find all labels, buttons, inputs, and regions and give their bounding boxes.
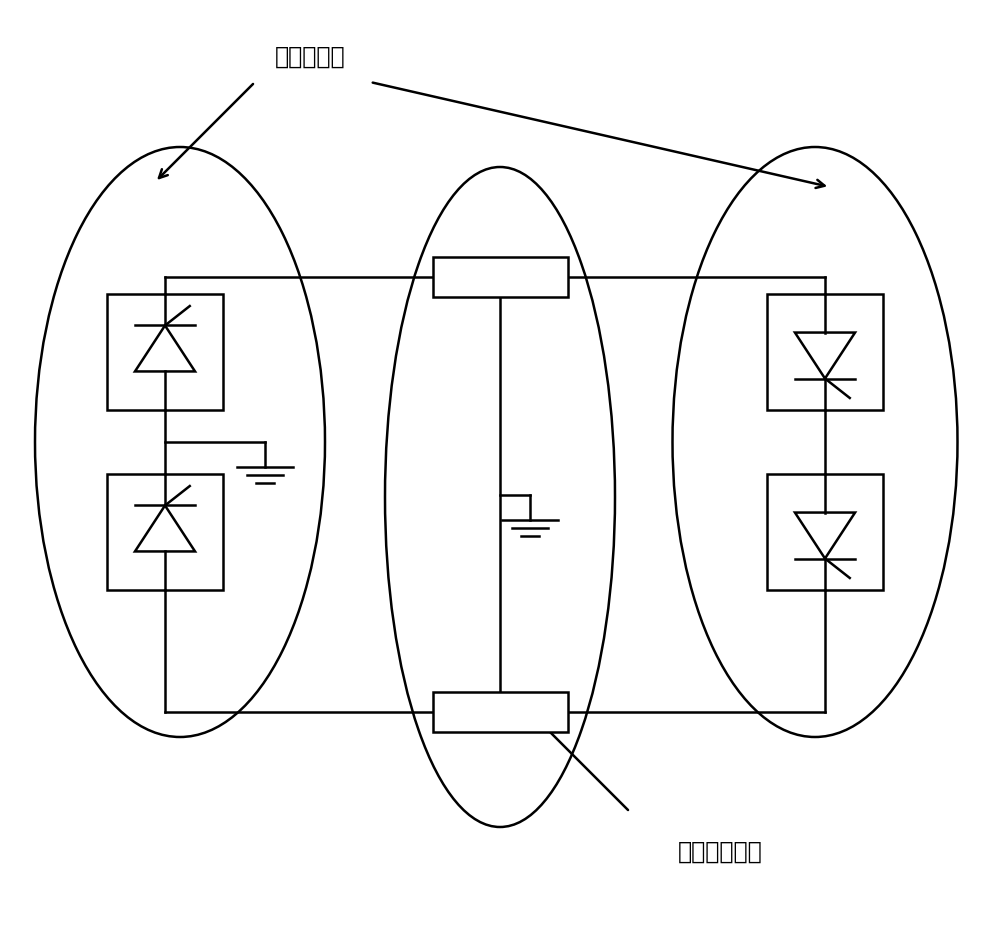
Text: 换流站损耗: 换流站损耗	[275, 45, 345, 69]
Bar	[767, 475, 883, 590]
Text: 输电线路损耗: 输电线路损耗	[678, 840, 762, 864]
Bar	[767, 294, 883, 410]
Bar	[107, 475, 223, 590]
Bar	[432, 692, 568, 732]
Bar	[107, 294, 223, 410]
Bar	[432, 257, 568, 297]
